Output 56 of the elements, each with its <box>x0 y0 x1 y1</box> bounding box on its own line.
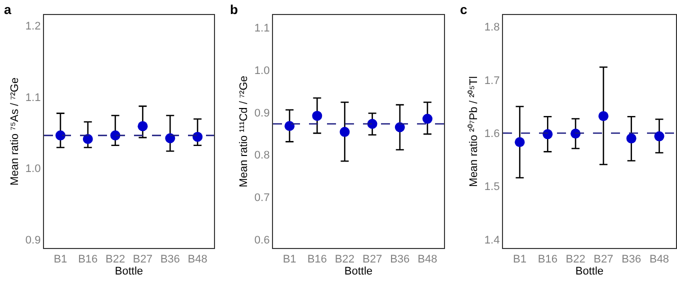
y-tick-label: 1.5 <box>484 181 500 194</box>
y-tick-label: 1.2 <box>25 20 41 33</box>
point <box>110 130 120 140</box>
x-tick-label: B16 <box>307 253 327 266</box>
point <box>192 132 203 142</box>
y-tick-label: 1.1 <box>25 92 41 104</box>
x-tick-label: B48 <box>418 253 438 266</box>
y-tick-label: 0.7 <box>254 192 270 204</box>
point <box>514 137 525 148</box>
x-tick-label: B27 <box>362 253 382 266</box>
y-axis-title: Mean ratio ²⁰⁷Pb / ²⁰⁵Tl <box>467 76 480 187</box>
x-tick-label: B16 <box>78 253 98 266</box>
point <box>422 114 432 124</box>
point <box>654 131 664 142</box>
point <box>312 110 322 121</box>
point <box>82 134 93 144</box>
y-tick-label: 1.7 <box>484 74 500 87</box>
y-tick-label: 1.8 <box>484 22 500 34</box>
point <box>284 120 295 131</box>
x-tick-label: B36 <box>390 253 410 266</box>
y-tick-label: 1.1 <box>254 22 270 35</box>
y-axis-title: Mean ratio ¹¹¹Cd / ⁷²Ge <box>238 76 250 188</box>
y-tick-label: 1.6 <box>484 128 500 140</box>
y-tick-label: 0.6 <box>254 234 270 246</box>
x-tick-label: B48 <box>649 253 670 266</box>
y-axis-title: Mean ratio ⁷⁵As / ⁷²Ge <box>9 78 22 186</box>
point <box>598 111 608 122</box>
x-axis-title: Bottle <box>575 266 604 278</box>
x-tick-label: B22 <box>334 253 354 266</box>
x-tick-label: B27 <box>132 253 152 266</box>
x-tick-label: B27 <box>594 253 614 266</box>
point <box>138 121 148 132</box>
x-tick-label: B36 <box>160 253 180 266</box>
chart-title: a <box>4 2 12 17</box>
point <box>340 126 350 137</box>
x-axis-title: Bottle <box>114 266 144 278</box>
point <box>165 133 176 144</box>
x-tick-label: B36 <box>622 253 642 266</box>
x-axis-title: Bottle <box>344 266 373 278</box>
y-tick-label: 1.0 <box>25 163 41 176</box>
x-tick-label: B16 <box>538 253 558 266</box>
x-tick-label: B48 <box>188 253 208 266</box>
x-tick-label: B1 <box>282 253 296 266</box>
chart-title: b <box>230 2 238 17</box>
x-tick-label: B1 <box>54 253 68 266</box>
y-tick-label: 1.4 <box>484 234 500 246</box>
point <box>626 133 636 144</box>
y-tick-label: 0.9 <box>254 107 270 120</box>
chart-title: c <box>460 2 468 17</box>
x-tick-label: B1 <box>513 253 526 266</box>
y-tick-label: 0.9 <box>25 234 41 246</box>
point <box>55 130 66 140</box>
y-tick-label: 1.0 <box>254 64 270 77</box>
y-tick-label: 0.8 <box>254 150 270 162</box>
x-tick-label: B22 <box>566 253 586 266</box>
x-tick-label: B22 <box>106 253 126 266</box>
